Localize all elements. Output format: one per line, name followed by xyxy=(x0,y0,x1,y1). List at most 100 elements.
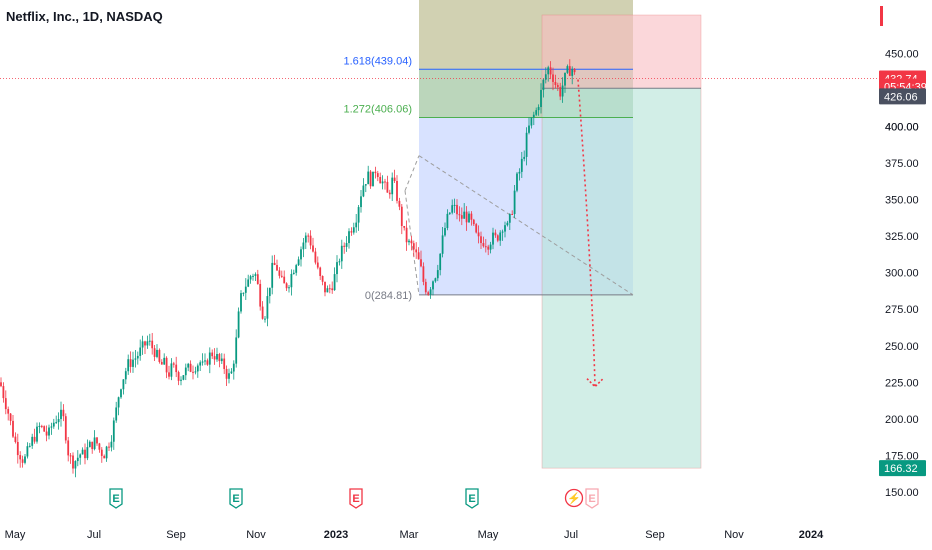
candle-down xyxy=(328,288,331,290)
candle-down xyxy=(285,283,288,289)
candle-up xyxy=(247,279,250,287)
candle-up xyxy=(501,231,504,233)
candle-down xyxy=(14,436,17,442)
candle-up xyxy=(26,446,29,457)
candle-down xyxy=(45,431,48,436)
candle-up xyxy=(31,436,34,446)
candle-up xyxy=(141,341,144,348)
candle-down xyxy=(177,372,180,381)
x-tick-label: May xyxy=(5,529,26,541)
candle-down xyxy=(465,211,468,223)
candle-up xyxy=(391,177,394,195)
candle-down xyxy=(484,246,487,248)
candle-down xyxy=(420,259,422,267)
stop-loss-zone xyxy=(542,15,701,89)
candle-down xyxy=(312,245,314,252)
candle-up xyxy=(352,227,355,233)
y-tick-label: 250.00 xyxy=(885,341,919,353)
candle-down xyxy=(280,275,283,277)
candle-down xyxy=(475,224,478,233)
fib-level-label: 1.618(439.04) xyxy=(344,55,413,67)
candle-up xyxy=(336,262,338,275)
x-tick-label: Nov xyxy=(724,529,744,541)
candle-up xyxy=(348,231,350,244)
candle-down xyxy=(165,357,168,373)
drawing-layer: 1.618(439.04) 1.272(406.06) 0(284.81) xyxy=(0,0,878,469)
event-label: E xyxy=(588,493,595,505)
candle-down xyxy=(218,354,221,362)
candle-up xyxy=(367,171,370,185)
candle-up xyxy=(446,213,449,229)
candle-up xyxy=(571,68,574,76)
candle-down xyxy=(213,356,216,360)
price-tag-label: 166.32 xyxy=(884,463,918,475)
candle-up xyxy=(237,311,240,338)
candle-down xyxy=(72,455,74,469)
candle-down xyxy=(556,84,559,88)
candle-down xyxy=(398,200,401,207)
candle-up xyxy=(528,125,530,133)
candle-down xyxy=(321,275,324,282)
projection-arrow xyxy=(577,79,596,387)
candle-up xyxy=(516,173,518,191)
candle-down xyxy=(175,364,178,373)
candle-up xyxy=(492,232,494,245)
candle-up xyxy=(148,340,151,342)
fib-level-label: 1.272(406.06) xyxy=(344,104,413,116)
candle-up xyxy=(561,85,564,97)
candle-up xyxy=(535,110,538,115)
y-tick-label: 375.00 xyxy=(885,158,919,170)
candle-down xyxy=(511,213,514,215)
candle-up xyxy=(86,447,89,459)
candle-up xyxy=(228,373,230,379)
candle-up xyxy=(232,363,235,372)
candle-down xyxy=(2,386,5,399)
candle-down xyxy=(472,219,475,225)
candle-up xyxy=(333,274,336,291)
candle-down xyxy=(223,358,226,369)
candle-up xyxy=(36,426,38,442)
candle-down xyxy=(168,372,170,377)
event-label: E xyxy=(352,493,359,505)
candle-up xyxy=(52,422,55,427)
candle-up xyxy=(120,389,122,398)
candle-down xyxy=(396,181,398,201)
candle-up xyxy=(266,296,269,319)
candle-up xyxy=(252,275,254,277)
x-tick-label: 2023 xyxy=(324,529,348,541)
candle-down xyxy=(0,382,2,387)
candle-down xyxy=(103,455,106,459)
candle-down xyxy=(4,398,7,410)
candle-up xyxy=(122,379,125,390)
candle-down xyxy=(494,232,497,236)
candle-down xyxy=(496,235,499,241)
candle-up xyxy=(57,419,60,423)
candle-up xyxy=(448,212,451,214)
candle-up xyxy=(499,232,502,241)
candle-down xyxy=(84,449,86,459)
candle-up xyxy=(444,228,446,236)
price-tag-label: 426.06 xyxy=(884,91,918,103)
candle-up xyxy=(196,365,199,372)
candle-up xyxy=(124,371,127,380)
y-tick-label: 325.00 xyxy=(885,231,919,243)
candle-up xyxy=(105,446,108,459)
candle-up xyxy=(540,90,542,108)
candle-down xyxy=(456,204,458,215)
candle-down xyxy=(151,340,154,349)
candle-up xyxy=(362,185,365,197)
candle-down xyxy=(16,441,19,456)
candle-up xyxy=(364,184,367,186)
candle-up xyxy=(208,352,211,365)
candle-up xyxy=(117,397,120,408)
candle-down xyxy=(259,283,262,307)
price-tag xyxy=(879,460,926,477)
event-label: E xyxy=(468,493,475,505)
event-flash-icon xyxy=(564,488,584,508)
candle-down xyxy=(324,281,326,293)
candle-up xyxy=(564,72,566,86)
y-tick-label: 150.00 xyxy=(885,487,919,499)
price-tag xyxy=(879,88,926,105)
